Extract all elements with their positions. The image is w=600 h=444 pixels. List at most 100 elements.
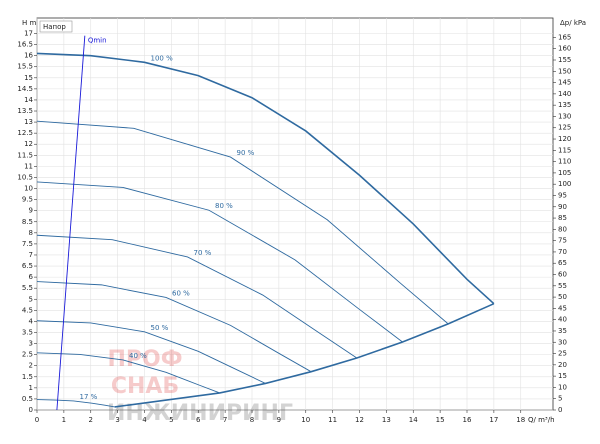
y-tick-label: 6: [29, 273, 34, 281]
y2-tick-label: 100: [558, 180, 571, 188]
y-tick-label: 7.5: [22, 240, 33, 248]
curve: [36, 181, 403, 343]
x-tick-label: 14: [409, 416, 418, 424]
x-tick-label: 2: [89, 416, 93, 424]
y2-tick-label: 125: [558, 124, 571, 132]
y-tick-label: 5: [29, 295, 33, 303]
y-tick-label: 2.5: [22, 351, 33, 359]
y-tick-label: 1: [29, 384, 33, 392]
x-tick-label: 16: [463, 416, 472, 424]
y-tick-label: 3.5: [22, 328, 33, 336]
y-tick-label: 4: [29, 317, 34, 325]
x-tick-label: 13: [382, 416, 391, 424]
y2-tick-label: 70: [558, 248, 567, 256]
y-tick-label: 15: [24, 74, 33, 82]
y-tick-label: 3: [29, 340, 33, 348]
y2-tick-label: 145: [558, 79, 571, 87]
y-tick-label: 12.5: [17, 129, 33, 137]
curve: [36, 234, 358, 359]
y-tick-label: 14: [24, 96, 33, 104]
x-tick-label: 17: [489, 416, 498, 424]
y2-tick-label: 40: [558, 316, 567, 324]
curve: [56, 35, 86, 411]
y-tick-label: 5.5: [22, 284, 33, 292]
y-tick-label: 8: [29, 229, 33, 237]
y-tick-label: 14.5: [17, 85, 33, 93]
y2-tick-label: 10: [558, 383, 567, 391]
curve: [36, 320, 266, 384]
y2-tick-label: 5: [558, 395, 562, 403]
y2-tick-label: 130: [558, 112, 571, 120]
y-tick-label: 12: [24, 140, 33, 148]
curve: [36, 52, 495, 305]
y2-tick-label: 50: [558, 293, 567, 301]
y-tick-label: 16.5: [17, 41, 33, 49]
series-label: 90 %: [237, 149, 255, 157]
y-tick-label: 10.5: [17, 173, 33, 181]
y-tick-label: 13.5: [17, 107, 33, 115]
x-tick-label: 15: [436, 416, 445, 424]
y-tick-label: 9: [29, 207, 33, 215]
curve: [36, 120, 449, 325]
x-tick-label: 0: [35, 416, 39, 424]
y-tick-label: 4.5: [22, 306, 33, 314]
y-tick-label: 17: [24, 30, 33, 38]
y2-tick-label: 90: [558, 203, 567, 211]
y-tick-label: 7: [29, 251, 33, 259]
x-axis-label: Q/ m³/h: [528, 416, 555, 424]
y2-tick-label: 160: [558, 45, 571, 53]
y2-tick-label: 25: [558, 350, 567, 358]
watermark: ПРОФ СНАБ ИНЖИНИРИНГ: [107, 347, 293, 426]
y-tick-label: 15.5: [17, 63, 33, 71]
y2-tick-label: 60: [558, 271, 567, 279]
series-label: Qmin: [88, 37, 107, 45]
x-tick-label: 5: [169, 416, 173, 424]
y-tick-label: 13: [24, 118, 33, 126]
y2-tick-label: 150: [558, 67, 571, 75]
series-label: 70 %: [194, 249, 212, 257]
series-label: 60 %: [172, 289, 190, 297]
x-tick-label: 4: [142, 416, 147, 424]
y2-tick-label: 120: [558, 135, 571, 143]
y-tick-label: 2: [29, 362, 33, 370]
curve: [36, 352, 220, 394]
x-tick-label: 6: [196, 416, 201, 424]
y-tick-label: 8.5: [22, 218, 33, 226]
y2-tick-label: 65: [558, 259, 567, 267]
y2-tick-label: 30: [558, 338, 567, 346]
x-tick-label: 10: [301, 416, 310, 424]
x-tick-label: 12: [355, 416, 364, 424]
y2-tick-label: 0: [558, 406, 562, 414]
y2-tick-label: 75: [558, 237, 567, 245]
y-tick-label: 0.5: [22, 395, 33, 403]
y-tick-label: 6.5: [22, 262, 33, 270]
curve: [36, 399, 115, 408]
y2-tick-label: 165: [558, 33, 571, 41]
y-tick-label: 0: [29, 406, 33, 414]
y-tick-label: 1.5: [22, 373, 33, 381]
watermark-text: СНАБ: [111, 374, 179, 399]
watermark-text: ИНЖИНИРИНГ: [107, 401, 293, 426]
y-tick-label: 10: [24, 185, 33, 193]
y2-tick-label: 45: [558, 304, 567, 312]
legend-label: Напор: [43, 23, 66, 31]
y2-tick-label: 20: [558, 361, 567, 369]
y2-tick-label: 15: [558, 372, 567, 380]
y-tick-label: 11: [24, 162, 33, 170]
x-tick-label: 9: [277, 416, 281, 424]
y-tick-label: 16: [24, 52, 33, 60]
series-label: 50 %: [151, 324, 169, 332]
y2-tick-label: 110: [558, 158, 571, 166]
x-tick-label: 1: [62, 416, 66, 424]
series-label: 40 %: [129, 352, 147, 360]
grid: [36, 18, 553, 411]
y-axis-label: H m: [22, 19, 36, 27]
series-label: 80 %: [215, 202, 233, 210]
legend-box: [39, 20, 73, 33]
y2-tick-label: 55: [558, 282, 567, 290]
curve: [36, 281, 312, 373]
x-tick-label: 18: [516, 416, 525, 424]
x-tick-label: 8: [250, 416, 254, 424]
y2-tick-label: 95: [558, 191, 567, 199]
